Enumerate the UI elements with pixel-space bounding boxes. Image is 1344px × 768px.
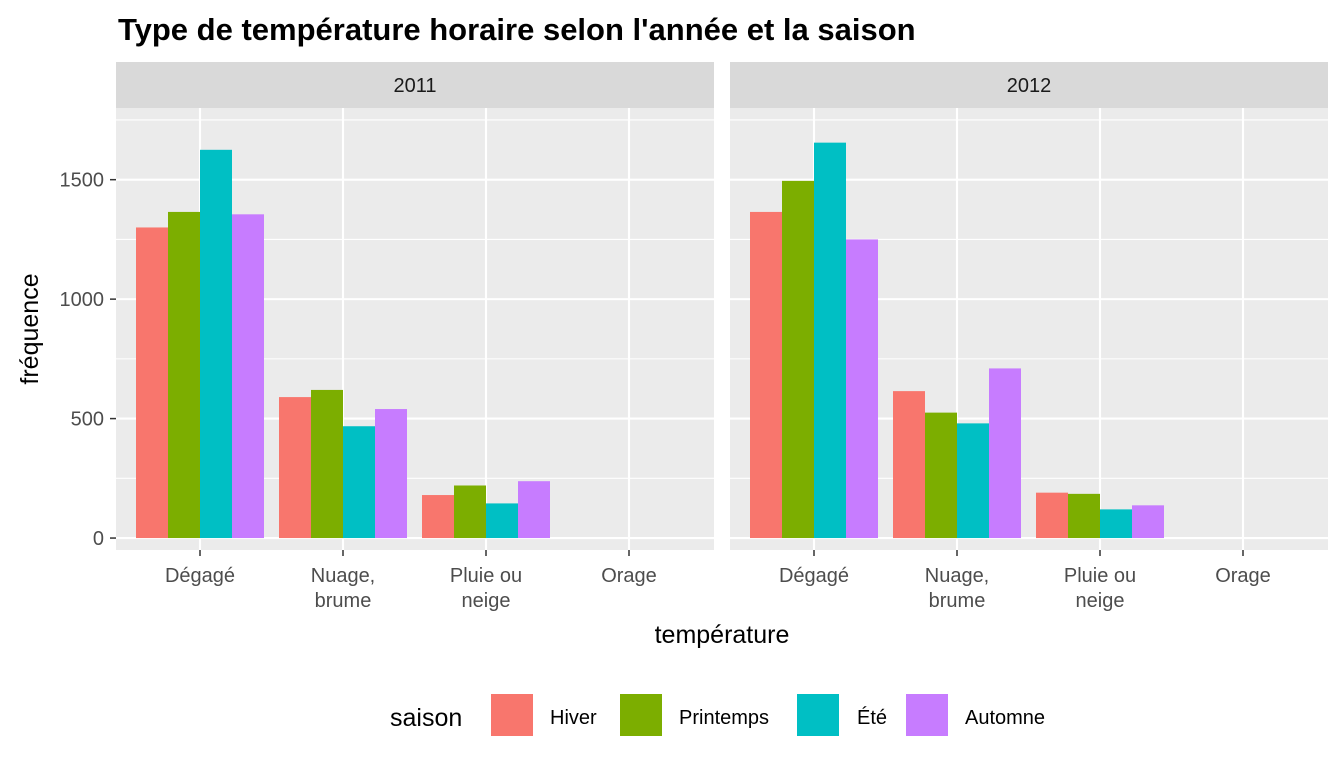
bar xyxy=(200,149,232,539)
bar xyxy=(232,214,264,539)
legend-key xyxy=(797,694,839,736)
x-tick-label: Nuage, brume xyxy=(925,565,990,612)
bar xyxy=(375,409,407,539)
x-axis-title: température xyxy=(655,621,790,649)
bar xyxy=(343,426,375,539)
bar xyxy=(1068,493,1100,539)
y-axis: 0 500 1000 1500 xyxy=(60,170,116,550)
facet-strip-label: 2012 xyxy=(1007,75,1052,97)
bar xyxy=(518,481,550,539)
legend-title: saison xyxy=(390,704,462,732)
facet-strip xyxy=(730,62,1328,108)
bar xyxy=(893,391,925,539)
bar xyxy=(279,397,311,539)
bar xyxy=(1036,492,1068,539)
bar xyxy=(311,389,343,539)
legend-label: Automne xyxy=(965,707,1045,729)
bar xyxy=(1132,505,1164,539)
chart-title: Type de température horaire selon l'anné… xyxy=(118,12,916,47)
x-tick-label: Dégagé xyxy=(165,565,235,587)
x-tick-label: Pluie ou neige xyxy=(450,565,522,612)
x-tick-label: Orage xyxy=(1215,565,1271,587)
bar xyxy=(925,412,957,539)
y-tick-label: 500 xyxy=(71,409,104,431)
bar xyxy=(454,485,486,539)
bar xyxy=(136,227,168,539)
bar xyxy=(1100,509,1132,539)
legend: saison Hiver Printemps Été Automne xyxy=(390,694,1045,736)
y-tick-label: 1000 xyxy=(60,289,105,311)
legend-label: Été xyxy=(857,706,887,729)
legend-key xyxy=(620,694,662,736)
x-tick-label: Nuage, brume xyxy=(311,565,376,612)
bar xyxy=(168,211,200,539)
y-tick-label: 1500 xyxy=(60,170,105,192)
bar xyxy=(486,503,518,539)
x-tick-label: Pluie ou neige xyxy=(1064,565,1136,612)
y-tick-label: 0 xyxy=(93,528,104,550)
bar xyxy=(750,211,782,539)
legend-label: Printemps xyxy=(679,707,769,729)
facet-panel-2011: 2011 Dégagé Nuage, brume Pluie ou neige Orage xyxy=(116,62,714,612)
legend-label: Hiver xyxy=(550,707,597,729)
x-tick-label: Orage xyxy=(601,565,657,587)
bar xyxy=(989,368,1021,539)
bar xyxy=(782,180,814,539)
facet-panel-2012: 2012 Dégagé Nuage, brume Pluie ou neige Orage xyxy=(730,62,1328,612)
bar xyxy=(814,142,846,539)
facet-strip xyxy=(116,62,714,108)
legend-key xyxy=(906,694,948,736)
facet-strip-label: 2011 xyxy=(393,75,436,97)
bar xyxy=(846,239,878,539)
legend-key xyxy=(491,694,533,736)
bar xyxy=(957,423,989,539)
y-axis-title: fréquence xyxy=(16,273,44,384)
bar xyxy=(422,495,454,539)
x-tick-label: Dégagé xyxy=(779,565,849,587)
